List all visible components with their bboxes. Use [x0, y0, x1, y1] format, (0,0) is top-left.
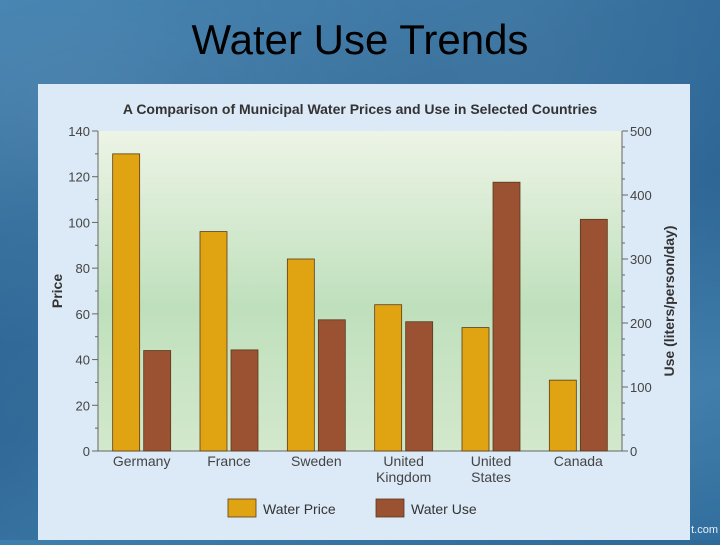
y-tick-label-left: 100 [68, 215, 90, 230]
y-axis-label-left: Price [49, 274, 65, 308]
y-tick-label-right: 300 [630, 252, 652, 267]
legend-label-1: Water Use [411, 501, 477, 517]
slide-title: Water Use Trends [191, 16, 529, 63]
y-tick-label-left: 40 [76, 353, 90, 368]
chart-title: A Comparison of Municipal Water Prices a… [123, 101, 597, 117]
x-tick-label: United States [471, 453, 511, 485]
use-bar-2 [317, 319, 346, 452]
price-bar-1 [199, 231, 228, 452]
use-bar-1 [230, 349, 259, 452]
legend-label-0: Water Price [263, 501, 336, 517]
x-tick-label: France [207, 453, 251, 469]
price-bar-2 [286, 258, 315, 452]
use-bar-3 [405, 321, 434, 452]
x-tick-label: Sweden [291, 453, 342, 469]
price-bar-0 [112, 153, 141, 452]
y-tick-label-left: 20 [76, 398, 90, 413]
use-bar-4 [492, 181, 521, 452]
y-tick-label-right: 400 [630, 188, 652, 203]
y-tick-label-left: 140 [68, 124, 90, 139]
use-bar-0 [143, 350, 172, 452]
y-tick-label-right: 500 [630, 124, 652, 139]
y-tick-label-left: 120 [68, 170, 90, 185]
watermark-text: t.com [691, 524, 718, 536]
price-bar-5 [548, 379, 577, 452]
y-axis-label-right: Use (liters/person/day) [661, 226, 677, 377]
use-bar-5 [579, 218, 608, 452]
y-tick-label-right: 0 [630, 444, 637, 459]
y-tick-label-left: 60 [76, 307, 90, 322]
chart-svg: A Comparison of Municipal Water Prices a… [49, 101, 677, 518]
legend-swatch-0 [227, 498, 257, 518]
legend-swatch-1 [375, 498, 405, 518]
plot-area [98, 131, 622, 451]
x-tick-label: Canada [554, 453, 603, 469]
price-bar-4 [461, 327, 490, 452]
chart-panel: A Comparison of Municipal Water Prices a… [38, 84, 690, 540]
y-tick-label-right: 200 [630, 316, 652, 331]
x-tick-label: Germany [113, 453, 171, 469]
price-bar-3 [374, 304, 403, 452]
x-tick-label: United Kingdom [376, 453, 431, 485]
y-tick-label-right: 100 [630, 380, 652, 395]
y-tick-label-left: 0 [83, 444, 90, 459]
y-tick-label-left: 80 [76, 261, 90, 276]
